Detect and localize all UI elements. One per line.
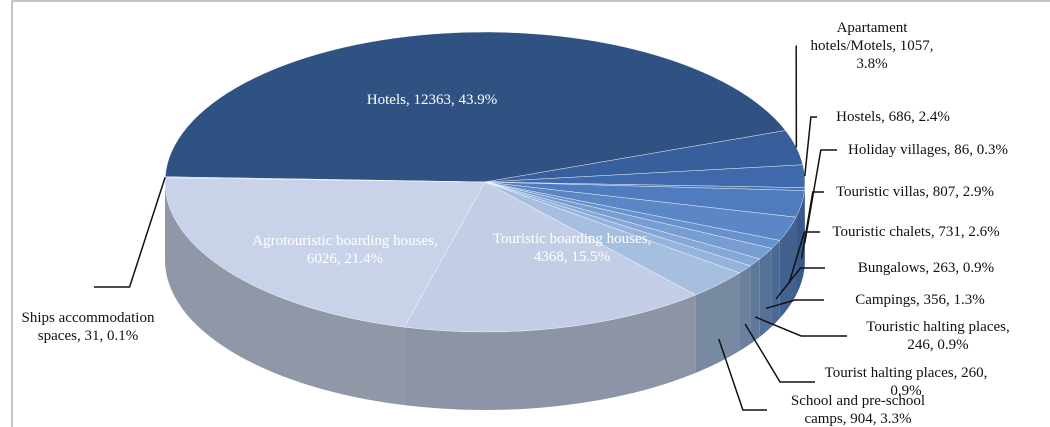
leader-line: [94, 177, 166, 288]
slice-label: Campings, 356, 1.3%: [855, 292, 985, 308]
leader-line: [765, 299, 824, 310]
slice-label: Touristic boarding houses, 4368, 15.5%: [492, 231, 652, 265]
pie-side: [796, 190, 805, 296]
slice-label: Agrotouristic boarding houses, 6026, 21.…: [252, 233, 438, 267]
pie-side: [695, 272, 740, 373]
pie-side: [750, 258, 760, 344]
slice-label: Touristic villas, 807, 2.9%: [835, 184, 995, 200]
pie-slice: [403, 181, 697, 333]
pie-side: [759, 248, 772, 337]
slice-label: Tourist halting places, 260, 0.9%: [824, 365, 988, 399]
slice-label: Hotels, 12363, 43.9%: [366, 92, 498, 108]
pie-side: [779, 217, 797, 319]
slice-label: Holiday villages, 86, 0.3%: [848, 142, 1008, 158]
leader-line: [754, 316, 847, 337]
leader-line: [800, 191, 824, 259]
pie-side: [771, 240, 780, 327]
leader-line: [788, 231, 820, 284]
slice-label: School and pre-school camps, 904, 3.3%: [790, 393, 926, 427]
leader-line: [744, 323, 815, 383]
pie-side: [404, 294, 696, 410]
pie-side: [165, 182, 405, 406]
slice-label: Touristic halting places, 246, 0.9%: [866, 319, 1010, 353]
slice-label: Touristic chalets, 731, 2.6%: [832, 224, 1000, 240]
pie-slice: [164, 31, 786, 183]
slice-label: Apartament hotels/Motels, 1057, 3.8%: [810, 20, 934, 72]
slice-label: Hostels, 686, 2.4%: [836, 109, 950, 125]
slice-label: Ships accommodation spaces, 31, 0.1%: [21, 310, 155, 344]
leader-line: [804, 116, 817, 177]
pie-slice: [164, 177, 486, 328]
leader-line: [718, 338, 767, 411]
pie-side: [739, 265, 751, 351]
frame: [11, 0, 1050, 427]
leader-line: [775, 267, 825, 300]
slice-label: Bungalows, 263, 0.9%: [857, 260, 995, 276]
